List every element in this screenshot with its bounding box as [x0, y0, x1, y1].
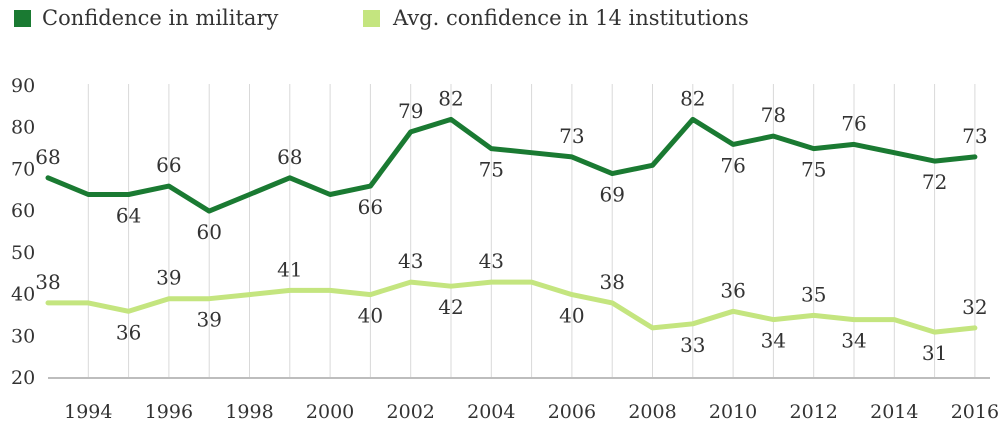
- data-label-s2-2007: 38: [599, 270, 624, 294]
- data-label-s1-2001: 66: [358, 195, 383, 219]
- legend: Confidence in military Avg. confidence in…: [14, 6, 749, 30]
- x-tick-label-2010: 2010: [709, 401, 757, 423]
- x-tick-label-2016: 2016: [951, 401, 999, 423]
- y-tick-label-70: 70: [11, 158, 35, 180]
- data-label-s1-2007: 69: [599, 183, 624, 207]
- data-label-s2-1995: 36: [116, 320, 141, 344]
- data-label-s2-2010: 36: [720, 278, 745, 302]
- data-label-s1-2010: 76: [720, 153, 745, 177]
- data-labels: 68 64 66 60 68 66 79 82 75 73 69 82 76 78 75 76 72 73 38 36…: [35, 86, 987, 365]
- y-tick-label-40: 40: [11, 284, 35, 306]
- legend-swatch-2: [363, 10, 380, 27]
- data-label-s2-1999: 41: [277, 257, 302, 281]
- data-label-s1-2013: 76: [841, 111, 866, 135]
- data-label-s1-2006: 73: [559, 124, 584, 148]
- x-tick-label-1998: 1998: [225, 401, 273, 423]
- data-label-s1-2016: 73: [962, 124, 987, 148]
- series-line-2: [45, 279, 978, 335]
- data-label-s2-2015: 31: [922, 341, 947, 365]
- data-label-s1-1996: 66: [156, 153, 181, 177]
- data-label-s2-1993: 38: [35, 270, 60, 294]
- series-lines: [45, 116, 978, 335]
- data-label-s1-2015: 72: [922, 170, 947, 194]
- legend-label-1: Confidence in military: [42, 6, 278, 30]
- legend-swatch-1: [14, 10, 31, 27]
- x-tick-label-2008: 2008: [628, 401, 676, 423]
- series-line-1: [45, 116, 978, 214]
- x-tick-label-1996: 1996: [145, 401, 193, 423]
- data-label-s2-2003: 42: [438, 295, 463, 319]
- legend-label-2: Avg. confidence in 14 institutions: [392, 6, 749, 30]
- x-tick-label-1994: 1994: [64, 401, 112, 423]
- data-label-s2-2012: 35: [801, 282, 826, 306]
- x-axis: 1994 1996 1998 2000 2002 2004 2006 2008 2010 2012…: [48, 377, 999, 423]
- data-label-s2-1997: 39: [196, 308, 221, 332]
- data-label-s2-2009: 33: [680, 333, 705, 357]
- data-label-s1-2002: 79: [398, 99, 423, 123]
- x-tick-label-2006: 2006: [548, 401, 596, 423]
- y-tick-label-30: 30: [11, 325, 35, 347]
- x-tick-label-2004: 2004: [467, 401, 515, 423]
- data-label-s1-2004: 75: [479, 158, 504, 182]
- data-label-s1-2003: 82: [438, 86, 463, 110]
- data-label-s2-2016: 32: [962, 295, 987, 319]
- data-label-s1-1993: 68: [35, 145, 60, 169]
- y-tick-label-50: 50: [11, 242, 35, 264]
- data-label-s1-2009: 82: [680, 86, 705, 110]
- y-tick-label-90: 90: [11, 75, 35, 97]
- data-label-s2-2011: 34: [761, 329, 786, 353]
- y-axis: 20 30 40 50 60 70 80 90: [11, 75, 35, 389]
- data-label-s2-2002: 43: [398, 249, 423, 273]
- data-label-s2-2001: 40: [358, 304, 383, 328]
- y-tick-label-20: 20: [11, 367, 35, 389]
- x-tick-label-2012: 2012: [790, 401, 838, 423]
- y-tick-label-80: 80: [11, 117, 35, 139]
- x-tick-label-2000: 2000: [306, 401, 354, 423]
- data-label-s1-2011: 78: [761, 103, 786, 127]
- data-label-s1-2012: 75: [801, 158, 826, 182]
- data-label-s2-2006: 40: [559, 304, 584, 328]
- x-tick-label-2002: 2002: [387, 401, 435, 423]
- data-label-s1-1995: 64: [116, 203, 141, 227]
- data-label-s1-1997: 60: [196, 220, 221, 244]
- data-label-s2-1996: 39: [156, 266, 181, 290]
- data-label-s1-1999: 68: [277, 145, 302, 169]
- data-label-s2-2004: 43: [479, 249, 504, 273]
- x-tick-label-2014: 2014: [870, 401, 918, 423]
- data-label-s2-2013: 34: [841, 329, 866, 353]
- y-tick-label-60: 60: [11, 200, 35, 222]
